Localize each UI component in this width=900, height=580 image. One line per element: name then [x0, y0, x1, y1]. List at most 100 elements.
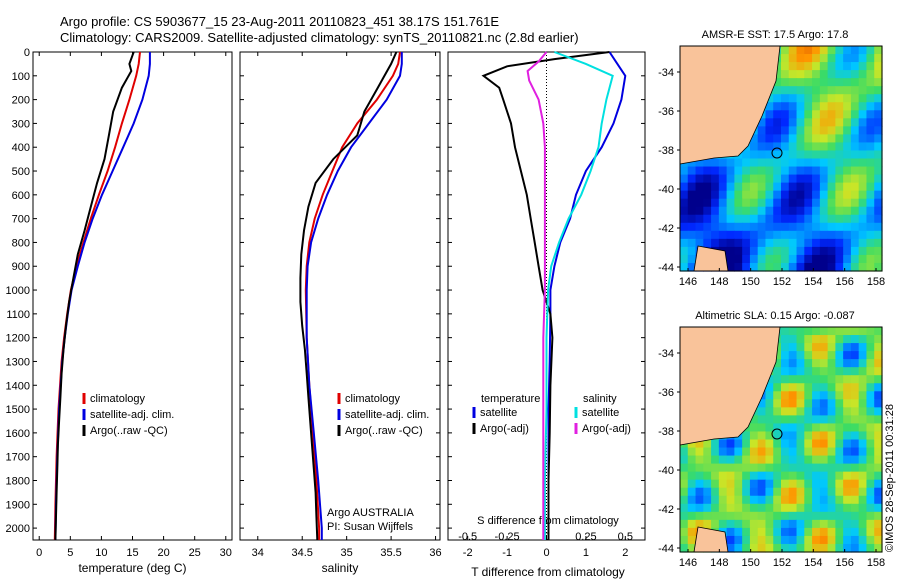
map-cell — [819, 383, 829, 392]
map-cell — [703, 455, 712, 465]
map-cell — [812, 70, 821, 79]
map-cell — [819, 327, 829, 336]
map-cell — [757, 230, 767, 240]
map-cell — [749, 535, 759, 545]
map-cell — [781, 535, 790, 545]
map-cell — [827, 391, 836, 400]
map-cell — [858, 134, 868, 144]
map-cell — [843, 126, 852, 135]
map-cell — [734, 254, 743, 264]
map-cell — [796, 190, 805, 200]
map-cell — [781, 206, 790, 216]
map-cell — [711, 495, 720, 505]
map-cell — [742, 174, 751, 184]
map-cell — [819, 367, 829, 376]
map-cell — [804, 455, 813, 465]
map-cell — [850, 527, 860, 537]
map-cell — [781, 198, 790, 208]
map-cell — [819, 431, 829, 441]
map-cell — [742, 495, 751, 505]
map-cell — [680, 198, 689, 208]
map-cell — [687, 230, 697, 240]
map-cell — [718, 158, 728, 168]
map-cell — [874, 359, 883, 368]
map-cell — [773, 487, 782, 497]
map-cell — [835, 86, 844, 95]
map-cell — [827, 447, 836, 457]
map-cell — [757, 222, 767, 232]
map-cell — [687, 214, 697, 224]
map-cell — [765, 487, 774, 497]
map-cell — [858, 70, 868, 79]
map-cell — [866, 471, 875, 481]
map-cell — [788, 134, 798, 144]
map-cell — [773, 70, 782, 79]
map-cell — [781, 487, 790, 497]
x-tick-label: 35.5 — [380, 547, 401, 559]
map-cell — [819, 439, 829, 449]
map-cell — [726, 230, 735, 240]
map-cell — [850, 142, 860, 152]
map-cell — [711, 182, 720, 192]
map-cell — [742, 527, 751, 537]
map-cell — [827, 94, 836, 103]
map-cell — [835, 359, 844, 368]
y-tick-label: 500 — [12, 166, 30, 178]
map-cell — [757, 439, 767, 449]
map-cell — [757, 495, 767, 505]
map-cell — [874, 463, 883, 473]
map-cell — [812, 238, 821, 248]
map-cell — [687, 262, 697, 272]
map-cell — [781, 214, 790, 224]
map-cell — [843, 335, 852, 344]
map-cell — [796, 126, 805, 135]
map-cell — [843, 391, 852, 400]
map-cell — [711, 214, 720, 224]
map-cell — [765, 150, 774, 160]
map-cell — [819, 262, 829, 272]
map-cell — [711, 174, 720, 184]
map-cell — [695, 182, 704, 192]
map-cell — [781, 238, 790, 248]
map-cell — [742, 198, 751, 208]
map-cell — [858, 463, 868, 473]
map-cell — [773, 190, 782, 200]
map-cell — [866, 246, 875, 256]
x-tick-label: 0 — [543, 547, 549, 559]
map-cell — [812, 190, 821, 200]
map-cell — [781, 158, 790, 168]
temp-legend-label: satellite-adj. clim. — [90, 409, 174, 421]
map-cell — [819, 455, 829, 465]
map-cell — [843, 238, 852, 248]
map-cell — [765, 391, 774, 400]
map-cell — [804, 423, 813, 433]
y-tick-label: 1700 — [6, 452, 30, 464]
map-cell — [804, 126, 813, 135]
map-cell — [757, 126, 767, 135]
map-cell — [835, 254, 844, 264]
map-cell — [796, 150, 805, 160]
map-cell — [796, 166, 805, 176]
map-cell — [858, 487, 868, 497]
map-cell — [711, 190, 720, 200]
map-cell — [796, 511, 805, 521]
map-cell — [850, 383, 860, 392]
map-cell — [850, 503, 860, 513]
map-cell — [819, 495, 829, 505]
map-cell — [866, 230, 875, 240]
map-cell — [749, 519, 759, 529]
map-cell — [819, 150, 829, 160]
map-cell — [850, 519, 860, 529]
map-cell — [843, 174, 852, 184]
map-cell — [773, 230, 782, 240]
map-cell — [804, 335, 813, 344]
map-cell — [835, 46, 844, 55]
map-cell — [788, 455, 798, 465]
map-cell — [874, 399, 883, 408]
map-cell — [858, 527, 868, 537]
map-cell — [835, 246, 844, 256]
x-tick-label-s: 0.25 — [575, 531, 596, 543]
map-cell — [874, 238, 883, 248]
map-cell — [812, 118, 821, 127]
map-cell — [858, 423, 868, 433]
